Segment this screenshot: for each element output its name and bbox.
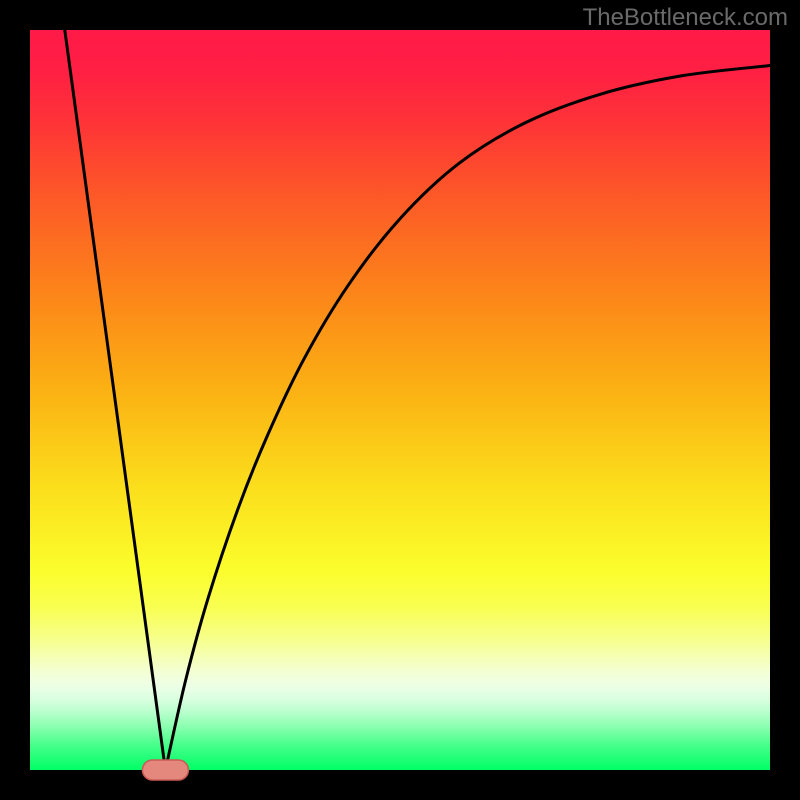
chart-container: { "watermark": "TheBottleneck.com", "can… [0,0,800,800]
watermark-text: TheBottleneck.com [583,4,788,32]
plot-background [30,30,770,770]
bottleneck-chart [0,0,800,800]
dip-marker [142,760,188,780]
